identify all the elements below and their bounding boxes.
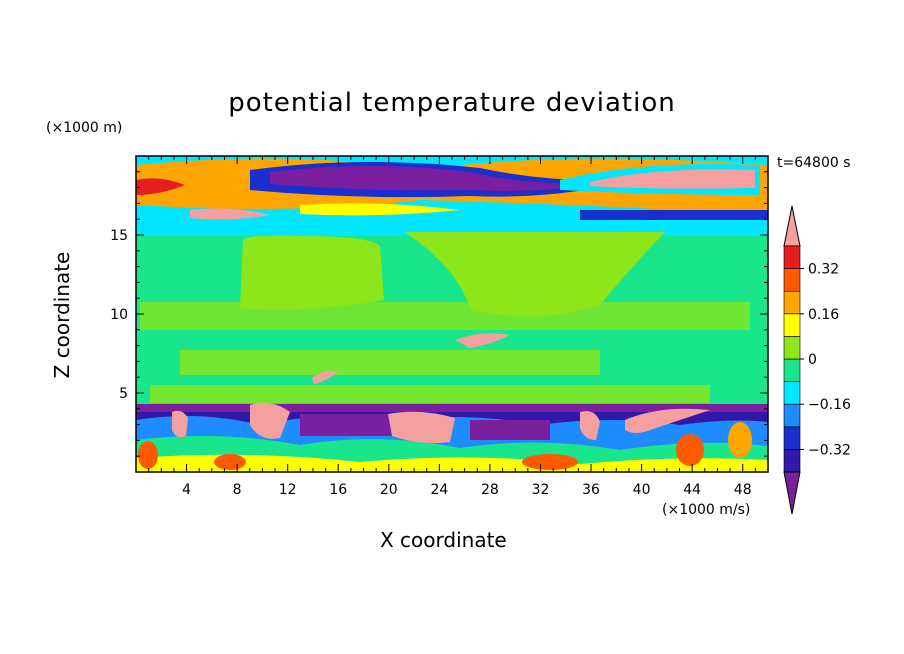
colorbar-level (783, 336, 801, 360)
contour-region (250, 402, 290, 439)
colorbar-level (783, 449, 801, 473)
y-tick-label: 15 (110, 228, 128, 244)
x-unit-note: (×1000 m/s) (662, 502, 751, 518)
x-axis-label: X coordinate (380, 528, 507, 552)
x-tick-label: 4 (182, 482, 191, 498)
contour-region (455, 333, 510, 348)
colorbar-level (783, 245, 801, 269)
colorbar: 0.32 0.16 0 −0.16 −0.32 (783, 205, 851, 515)
x-axis: 4 8 12 16 20 24 28 32 36 40 44 48 (148, 156, 756, 498)
contour-region (388, 411, 455, 444)
contour-region (136, 178, 185, 195)
contour-region (676, 434, 704, 466)
time-label: t=64800 s (777, 155, 851, 171)
contour-region (625, 408, 710, 433)
contour-region (136, 220, 768, 234)
x-tick-label: 28 (481, 482, 499, 498)
x-tick-label: 8 (233, 482, 242, 498)
colorbar-extend-min (783, 471, 801, 515)
colorbar-level (783, 358, 801, 382)
colorbar-level (783, 381, 801, 405)
colorbar-tick-label: 0 (808, 352, 817, 368)
colorbar-tick-label: −0.16 (808, 397, 851, 413)
contour-region (138, 441, 158, 469)
y-tick-label: 5 (119, 386, 128, 402)
x-tick-label: 36 (582, 482, 600, 498)
x-tick-label: 48 (734, 482, 752, 498)
colorbar-tick-label: 0.16 (808, 307, 839, 323)
colorbar-level (783, 290, 801, 315)
contour-region (470, 420, 550, 440)
chart-title: potential temperature deviation (228, 88, 676, 118)
contour-region (580, 411, 600, 440)
contour-region (312, 370, 338, 384)
colorbar-tick-label: 0.32 (808, 262, 839, 278)
contour-region (270, 166, 610, 191)
y-tick-label: 10 (110, 307, 128, 323)
x-tick-label: 44 (683, 482, 701, 498)
contour-region (300, 203, 460, 216)
contour-region (190, 208, 270, 220)
x-tick-label: 12 (279, 482, 297, 498)
colorbar-level (783, 403, 801, 428)
x-tick-label: 40 (633, 482, 651, 498)
contour-region (405, 232, 665, 317)
y-unit-note: (×1000 m) (46, 120, 123, 136)
y-axis: 5 10 15 (110, 171, 768, 457)
contour-region (172, 410, 188, 438)
contour-region (214, 454, 246, 470)
colorbar-level (783, 313, 801, 337)
contour-region (140, 302, 750, 330)
contour-region (136, 404, 768, 412)
x-tick-label: 20 (380, 482, 398, 498)
colorbar-tick-label: −0.32 (808, 442, 851, 458)
contour-region (150, 385, 710, 403)
colorbar-level (783, 426, 801, 450)
colorbar-extend-max (783, 205, 801, 247)
x-tick-label: 32 (532, 482, 550, 498)
contour-region (728, 422, 752, 458)
x-tick-label: 24 (430, 482, 448, 498)
colorbar-level (783, 268, 801, 292)
contour-field (136, 156, 768, 472)
x-tick-label: 16 (329, 482, 347, 498)
contour-region (580, 210, 768, 222)
contour-region (590, 169, 755, 189)
contour-region (180, 350, 600, 375)
contour-region (522, 454, 578, 470)
contour-region (136, 454, 768, 472)
contour-region (240, 235, 384, 310)
